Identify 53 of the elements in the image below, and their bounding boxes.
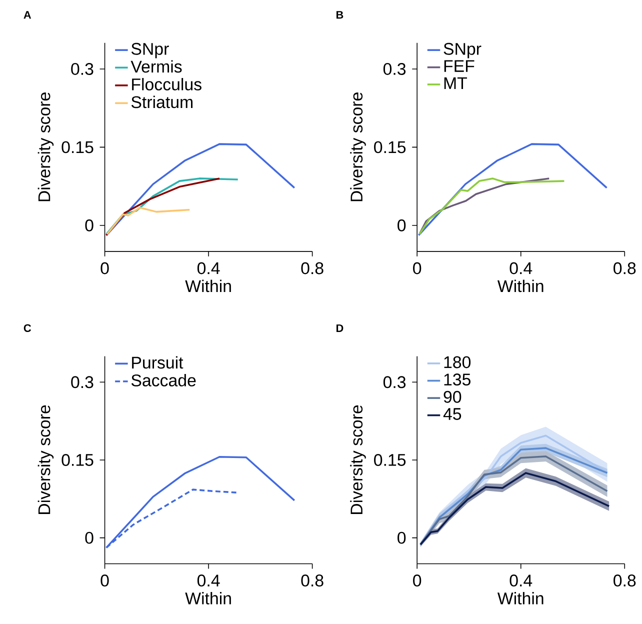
y-tick-label: 0.3 (71, 376, 94, 388)
legend-label: Pursuit (132, 356, 184, 369)
y-tick-label: 0.3 (71, 63, 94, 76)
x-tick-label: 0.4 (510, 262, 532, 274)
legend-label: 90 (444, 391, 462, 404)
x-tick-label: 0.8 (614, 262, 636, 274)
legend-label: MT (444, 78, 468, 90)
y-tick-label: 0.3 (383, 63, 406, 76)
x-axis-title: Within (497, 280, 544, 292)
x-tick-label: 0 (413, 262, 422, 274)
x-tick-label: 0.8 (301, 262, 324, 274)
y-tick-label: 0.15 (374, 454, 406, 466)
line-series (105, 178, 239, 236)
line-series (418, 143, 608, 236)
y-tick-label: 0 (85, 220, 94, 232)
legend-label: Saccade (131, 374, 196, 387)
line-series (106, 206, 190, 236)
x-tick-label: 0.4 (510, 574, 532, 587)
y-tick-label: 0.15 (374, 141, 406, 154)
y-tick-label: 0 (85, 532, 94, 544)
x-tick-label: 0 (413, 574, 422, 587)
x-axis-title: Within (185, 592, 231, 605)
y-tick-label: 0.15 (62, 141, 94, 154)
x-tick-label: 0.8 (301, 574, 324, 587)
y-axis-title: Diversity score (350, 406, 366, 514)
line-series (105, 178, 220, 236)
chart-title: B (336, 11, 344, 19)
legend-label: Vermis (130, 60, 182, 73)
x-tick-label: 0 (100, 262, 109, 274)
y-tick-label: 0 (398, 220, 406, 232)
x-axis-title: Within (497, 592, 544, 605)
legend-label: Flocculus (132, 78, 202, 91)
y-tick-label: 0.3 (383, 376, 406, 388)
y-axis-title: Diversity score (38, 92, 54, 202)
chart-title: A (24, 11, 32, 19)
y-tick-label: 0 (398, 532, 406, 544)
x-axis-title: Within (185, 280, 231, 292)
y-axis-title: Diversity score (350, 92, 366, 202)
legend-label: FEF (444, 60, 474, 72)
legend-label: SNpr (131, 43, 169, 58)
legend-label: 135 (444, 374, 470, 386)
y-axis-title: Diversity score (38, 406, 54, 514)
x-tick-label: 0.4 (197, 574, 220, 587)
chart-title: C (24, 324, 32, 332)
legend-label: 45 (443, 408, 462, 420)
legend-label: 180 (444, 356, 471, 368)
x-tick-label: 0 (100, 574, 109, 587)
x-tick-label: 0.4 (197, 262, 220, 274)
y-tick-label: 0.15 (62, 454, 94, 466)
chart-title: D (336, 324, 344, 332)
legend-label: Striatum (131, 96, 192, 108)
legend-label: SNpr (444, 43, 482, 58)
x-tick-label: 0.8 (614, 574, 636, 587)
